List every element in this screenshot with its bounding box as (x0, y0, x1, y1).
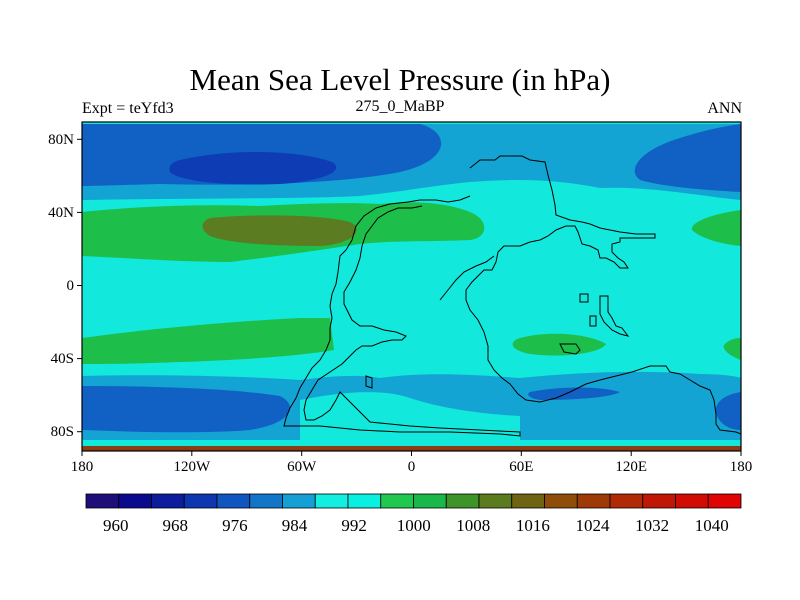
map-title: Mean Sea Level Pressure (in hPa) (189, 62, 611, 97)
island-outline-4 (559, 343, 581, 355)
x-tick-label: 60E (509, 459, 533, 475)
colorbar-swatch (576, 493, 611, 509)
north-deepest-low (169, 151, 337, 185)
south-east-high (512, 333, 606, 356)
x-tick-label: 180 (71, 459, 94, 475)
colorbar-label: 968 (163, 516, 189, 535)
colorbar-swatch (413, 493, 447, 509)
south-base (82, 440, 741, 451)
colorbar-swatch (183, 493, 218, 509)
colorbar (85, 493, 742, 509)
colorbar-label: 992 (341, 516, 367, 535)
colorbar-swatch (544, 493, 578, 509)
x-tick-label: 120E (615, 459, 647, 475)
colorbar-label: 1016 (516, 516, 550, 535)
colorbar-swatch (314, 493, 349, 509)
island-outline-1 (579, 293, 589, 303)
south-ocean-cut (300, 392, 520, 440)
y-tick-label: 80S (51, 424, 74, 440)
east-high-lobe (691, 210, 741, 246)
island-outline-3 (589, 315, 597, 327)
colorbar-label: 1024 (576, 516, 611, 535)
colorbar-swatch (216, 493, 251, 509)
season-label: ANN (707, 100, 742, 117)
colorbar-swatch (347, 493, 382, 509)
contour-field (82, 122, 741, 451)
south-deep-low-far-east (716, 392, 741, 430)
x-tick-label: 120W (173, 459, 211, 475)
colorbar-swatch (85, 493, 120, 509)
continent-outline (465, 155, 741, 435)
colorbar-label: 960 (103, 516, 129, 535)
y-tick-label: 40S (51, 351, 74, 367)
north-highest (202, 215, 357, 246)
colorbar-swatch (118, 493, 152, 509)
y-tick-label: 40N (48, 205, 74, 221)
experiment-label: Expt = teYfd3 (82, 100, 174, 117)
y-axis: 80N 40N 0 40S 80S (48, 132, 82, 440)
colorbar-swatch (249, 493, 283, 509)
colorbar-swatch (642, 493, 676, 509)
west-coast-outline (283, 195, 521, 437)
inner-sea-outline (439, 255, 495, 301)
south-edge-strip (82, 446, 741, 451)
northeast-deep-low (634, 124, 741, 192)
colorbar-swatch (609, 493, 644, 509)
x-tick-label: 0 (408, 459, 416, 475)
x-axis: 180 120W 60W 0 60E 120E 180 (71, 451, 753, 475)
colorbar-swatch (445, 493, 480, 509)
colorbar-label: 1008 (456, 516, 490, 535)
colorbar-swatch (675, 493, 709, 509)
south-deep-low-west (82, 386, 290, 433)
colorbar-label: 1000 (397, 516, 431, 535)
south-far-east-high (723, 338, 741, 360)
colorbar-label: 1040 (695, 516, 729, 535)
colorbar-swatch (707, 493, 742, 509)
island-outline-5 (365, 375, 373, 389)
colorbar-swatch (282, 493, 316, 509)
colorbar-label: 976 (222, 516, 248, 535)
y-tick-label: 0 (67, 278, 75, 294)
south-high-band (82, 318, 334, 364)
colorbar-swatch (151, 493, 185, 509)
x-tick-label: 180 (730, 459, 753, 475)
colorbar-swatch (380, 493, 414, 509)
colorbar-label: 984 (282, 516, 308, 535)
y-tick-label: 80N (48, 132, 74, 148)
island-outline-2 (599, 295, 630, 337)
colorbar-swatch (478, 493, 513, 509)
south-deep-low-east (528, 387, 620, 400)
x-tick-label: 60W (287, 459, 317, 475)
colorbar-label: 1032 (635, 516, 669, 535)
colorbar-labels: 960 968 976 984 992 1000 1008 1016 1024 … (103, 516, 729, 535)
period-label: 275_0_MaBP (355, 98, 445, 115)
colorbar-swatch (511, 493, 545, 509)
